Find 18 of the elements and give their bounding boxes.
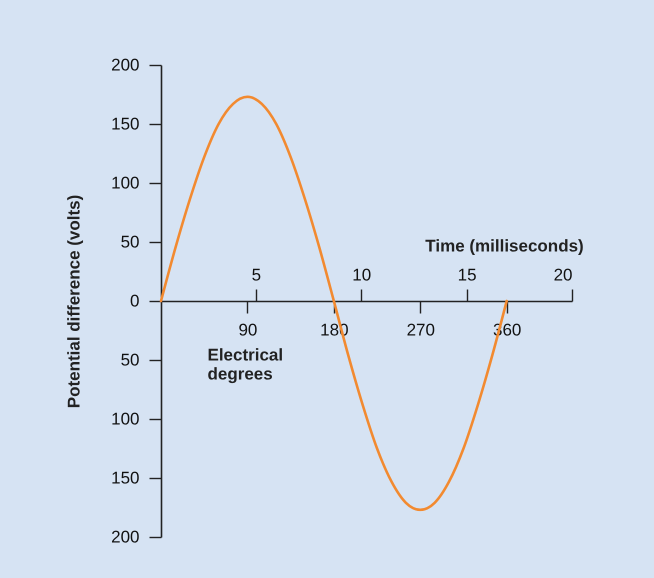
x-axis-title: Electrical degrees bbox=[208, 346, 284, 384]
y-tick-label: 100 bbox=[111, 410, 140, 428]
x2-tick-label: 15 bbox=[458, 266, 477, 284]
x2-axis-title: Time (milliseconds) bbox=[425, 236, 584, 256]
y-tick-label: 50 bbox=[120, 232, 140, 252]
y-tick-label: 50 bbox=[120, 350, 140, 370]
y-tick-label: 200 bbox=[111, 528, 140, 546]
y-tick-label: 150 bbox=[111, 114, 140, 134]
y-tick-label: 150 bbox=[111, 468, 140, 488]
x2-tick-label: 5 bbox=[252, 266, 262, 284]
x-tick-label: 90 bbox=[238, 320, 258, 340]
y-axis-title: Potential difference (volts) bbox=[64, 194, 84, 408]
y-tick-label: 100 bbox=[111, 174, 140, 192]
y-tick-label: 200 bbox=[111, 56, 140, 74]
x2-tick-label: 20 bbox=[554, 266, 572, 284]
x2-tick-label: 10 bbox=[352, 266, 372, 284]
y-tick-label: 0 bbox=[130, 292, 140, 310]
x-tick-label: 270 bbox=[406, 320, 435, 340]
